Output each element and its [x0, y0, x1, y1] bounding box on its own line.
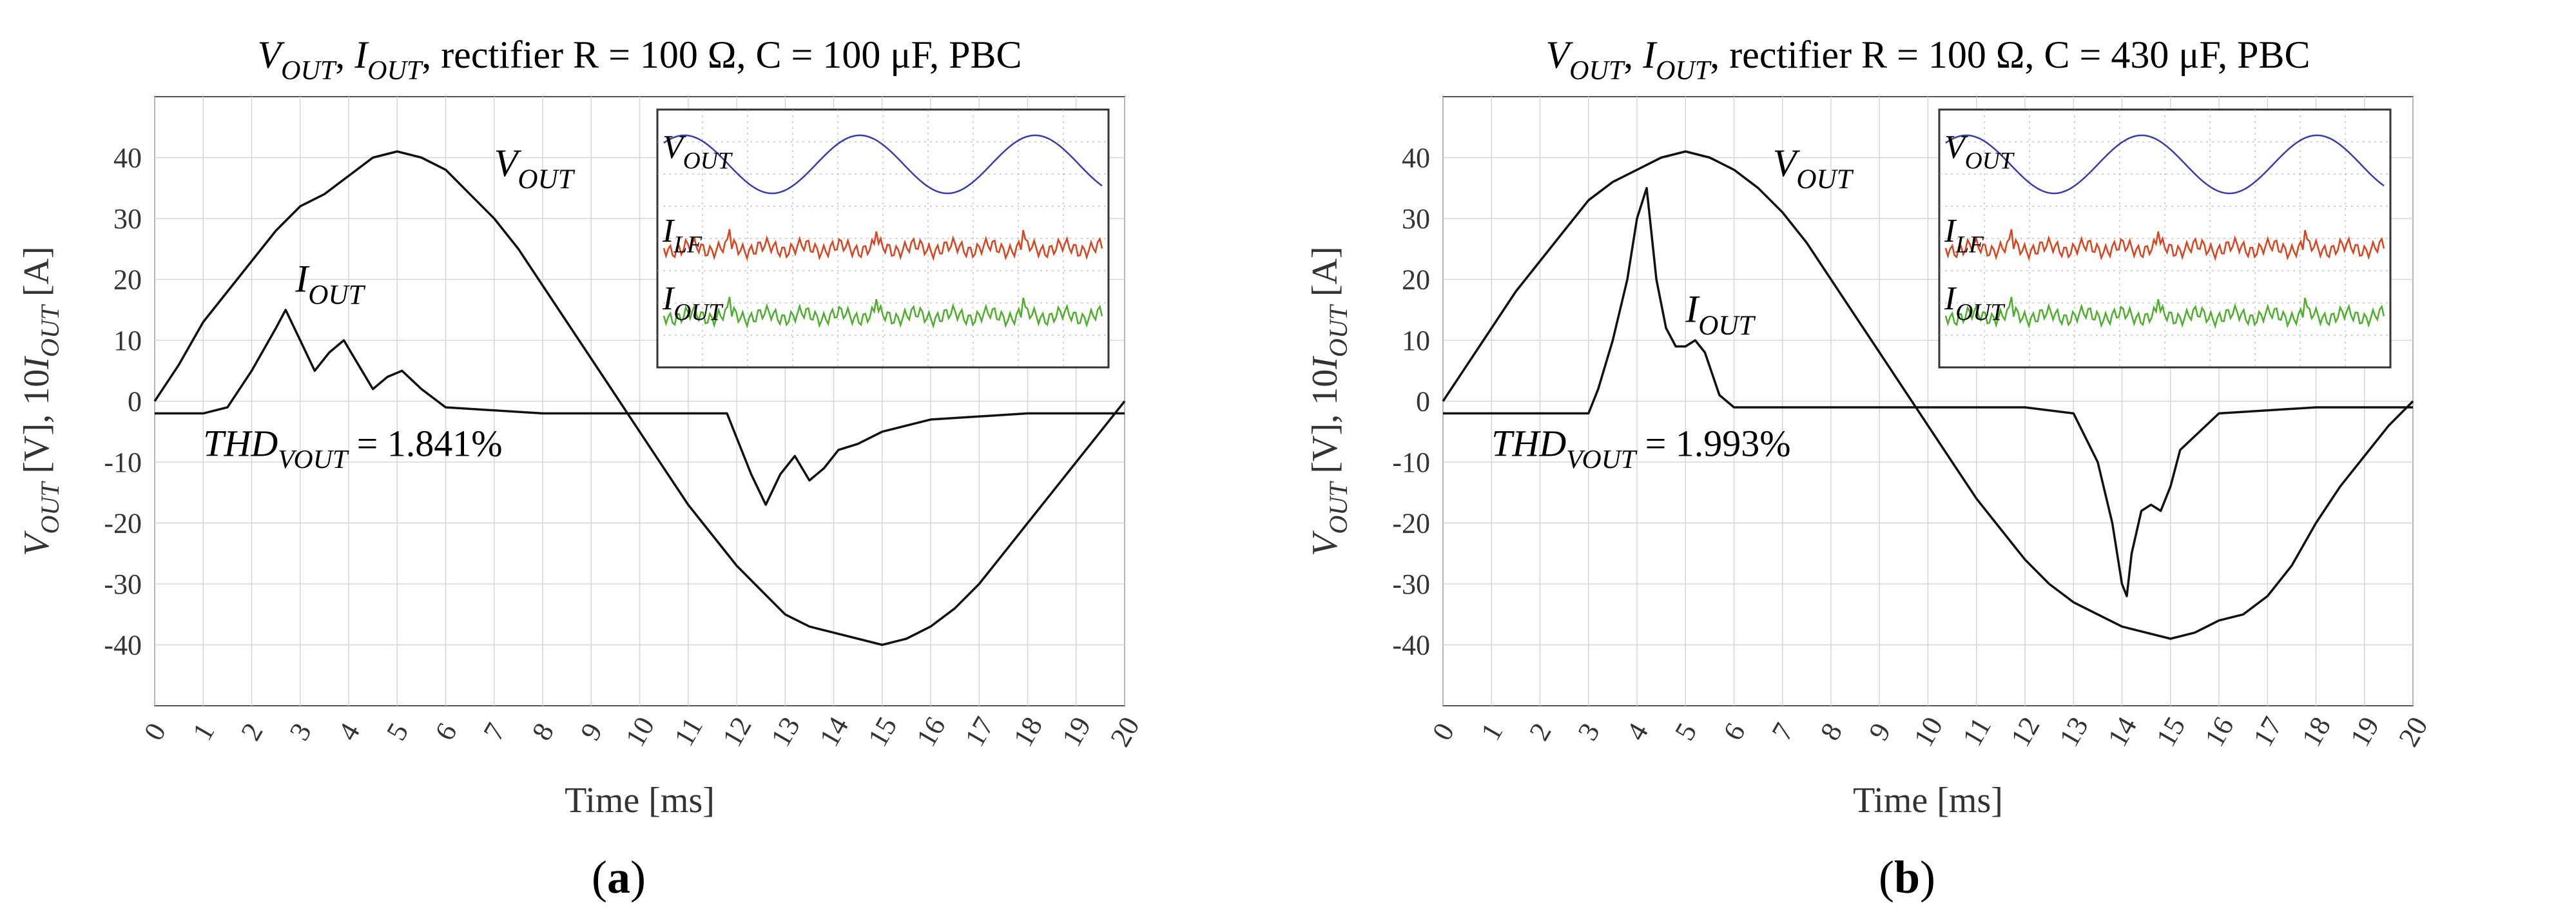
iout-annotation: IOUT — [1685, 288, 1756, 341]
y-tick-label: -30 — [104, 568, 142, 600]
y-tick-label: -40 — [104, 630, 142, 661]
series-line-iout — [155, 309, 1125, 506]
x-tick-label: 13 — [2053, 712, 2094, 752]
vout-annotation: VOUT — [494, 142, 576, 195]
x-tick-label: 20 — [2392, 712, 2434, 752]
x-tick-label: 7 — [477, 717, 511, 746]
x-tick-label: 6 — [1717, 717, 1751, 746]
inset-label-iout: IOUT — [1944, 280, 2006, 326]
figure-label-a: (a) — [592, 851, 646, 903]
x-tick-label: 17 — [2247, 712, 2288, 752]
x-tick-label: 6 — [429, 717, 463, 746]
x-tick-label: 19 — [2344, 712, 2385, 752]
x-tick-label: 15 — [862, 712, 903, 752]
y-axis-label: VOUT [V], 10IOUT [A] — [17, 246, 64, 556]
inset-trace-iout — [663, 296, 1103, 329]
vout-annotation: VOUT — [1773, 142, 1854, 195]
chart-title: VOUT, IOUT, rectifier R = 100 Ω, C = 430… — [1546, 34, 2310, 86]
x-tick-label: 4 — [332, 717, 366, 746]
x-tick-label: 5 — [1669, 717, 1703, 746]
y-tick-label: 30 — [1402, 203, 1430, 235]
x-tick-label: 10 — [1908, 712, 1949, 752]
x-tick-label: 8 — [526, 717, 560, 746]
y-tick-label: 40 — [113, 142, 142, 174]
y-tick-label: -20 — [104, 508, 142, 539]
y-tick-label: 0 — [1416, 386, 1430, 418]
inset-oscilloscope: VOUT ILF IOUT — [1938, 108, 2392, 369]
x-tick-label: 12 — [2004, 712, 2046, 752]
x-tick-label: 20 — [1104, 712, 1145, 752]
chart-a: VOUT, IOUT, rectifier R = 100 Ω, C = 100… — [17, 34, 1146, 820]
x-tick-label: 8 — [1814, 717, 1848, 746]
chart-panel-a: VOUT, IOUT, rectifier R = 100 Ω, C = 100… — [17, 34, 1146, 903]
x-tick-label: 4 — [1620, 717, 1654, 746]
x-tick-label: 5 — [380, 717, 414, 746]
y-tick-label: 0 — [128, 386, 142, 418]
inset-trace-ilf — [663, 229, 1103, 262]
x-tick-label: 12 — [716, 712, 757, 752]
y-tick-label: -40 — [1392, 630, 1430, 661]
x-axis-label: Time [ms] — [565, 781, 715, 820]
x-tick-label: 1 — [1475, 717, 1509, 746]
iout-annotation: IOUT — [295, 257, 365, 310]
inset-label-ilf: ILF — [662, 213, 702, 258]
x-tick-label: 14 — [813, 712, 855, 752]
y-tick-label: 30 — [113, 203, 142, 235]
x-tick-label: 1 — [186, 717, 220, 746]
chart-panel-b: VOUT, IOUT, rectifier R = 100 Ω, C = 430… — [1288, 0, 2576, 912]
x-tick-label: 18 — [2296, 712, 2337, 752]
x-tick-label: 0 — [1426, 717, 1460, 746]
inset-trace-iout — [1944, 296, 2385, 329]
x-tick-label: 3 — [283, 717, 317, 746]
inset-label-vout: VOUT — [1944, 129, 2015, 175]
y-tick-label: -20 — [1392, 508, 1430, 539]
inset-oscilloscope: VOUT ILF IOUT — [656, 108, 1110, 369]
x-tick-label: 18 — [1007, 712, 1049, 752]
y-tick-label: -10 — [1392, 447, 1430, 478]
y-tick-label: 20 — [1402, 264, 1430, 296]
inset-trace-vout — [663, 134, 1103, 195]
y-tick-label: 40 — [1402, 142, 1430, 174]
x-tick-label: 17 — [958, 712, 1000, 752]
x-tick-label: 0 — [138, 717, 172, 746]
x-tick-label: 10 — [619, 712, 661, 752]
x-tick-label: 2 — [235, 717, 269, 746]
x-tick-label: 19 — [1056, 712, 1097, 752]
x-tick-label: 16 — [2198, 712, 2240, 752]
inset-trace-vout — [1945, 134, 2385, 195]
x-tick-label: 3 — [1571, 717, 1605, 746]
y-tick-label: 20 — [113, 264, 142, 296]
x-tick-label: 11 — [1956, 712, 1997, 752]
y-tick-label: -30 — [1392, 568, 1430, 600]
x-tick-label: 11 — [668, 712, 709, 752]
inset-trace-ilf — [1944, 229, 2385, 262]
x-axis-label: Time [ms] — [1853, 781, 2003, 820]
chart-title: VOUT, IOUT, rectifier R = 100 Ω, C = 100… — [258, 34, 1022, 86]
thd-annotation: THDVOUT = 1.841% — [203, 423, 502, 475]
figure-label-b: (b) — [1878, 851, 1935, 903]
y-tick-label: 10 — [1402, 325, 1430, 356]
x-tick-label: 2 — [1523, 717, 1557, 746]
x-tick-label: 7 — [1765, 717, 1799, 746]
x-tick-label: 9 — [574, 717, 608, 746]
inset-label-iout: IOUT — [662, 280, 724, 326]
y-tick-label: -10 — [104, 447, 142, 478]
thd-annotation: THDVOUT = 1.993% — [1491, 423, 1790, 475]
x-tick-label: 9 — [1863, 717, 1897, 746]
inset-label-vout: VOUT — [663, 129, 733, 175]
x-tick-label: 14 — [2102, 712, 2143, 752]
chart-b: VOUT, IOUT, rectifier R = 100 Ω, C = 430… — [1305, 34, 2434, 820]
y-axis-label: VOUT [V], 10IOUT [A] — [1305, 246, 1353, 556]
y-tick-label: 10 — [113, 325, 142, 356]
x-tick-label: 16 — [910, 712, 951, 752]
x-tick-label: 13 — [764, 712, 806, 752]
x-tick-label: 15 — [2150, 712, 2191, 752]
inset-label-ilf: ILF — [1944, 213, 1984, 258]
